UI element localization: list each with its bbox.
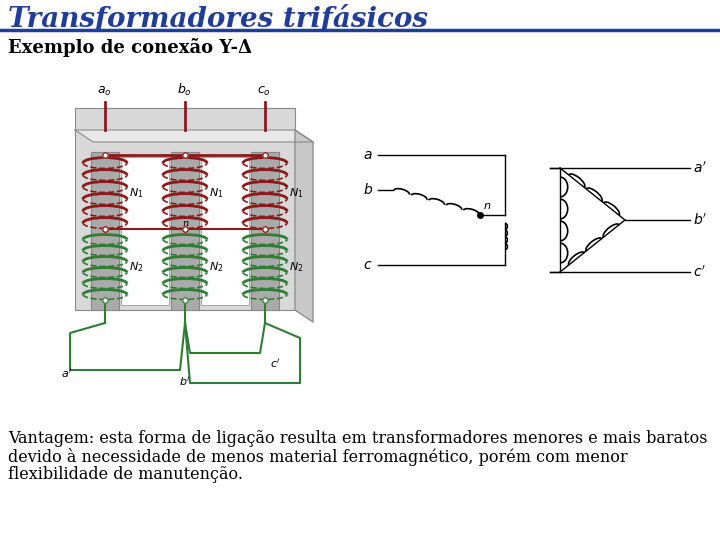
Text: $b_o$: $b_o$ <box>177 82 192 98</box>
Text: $N_2$: $N_2$ <box>129 260 143 274</box>
Text: $N_1$: $N_1$ <box>129 186 143 200</box>
Text: $n$: $n$ <box>483 201 491 211</box>
Text: $b'$: $b'$ <box>179 375 191 388</box>
Text: devido à necessidade de menos material ferromagnético, porém com menor: devido à necessidade de menos material f… <box>8 448 628 466</box>
Text: Transformadores trifásicos: Transformadores trifásicos <box>8 5 428 33</box>
Text: $N_1$: $N_1$ <box>209 186 223 200</box>
Text: $c'$: $c'$ <box>693 265 706 280</box>
Text: $N_2$: $N_2$ <box>289 260 303 274</box>
Text: n: n <box>182 219 188 228</box>
Text: $a$: $a$ <box>363 148 372 162</box>
Polygon shape <box>295 130 313 322</box>
Text: $c'$: $c'$ <box>270 357 280 370</box>
Text: $N_2$: $N_2$ <box>209 260 223 274</box>
FancyBboxPatch shape <box>171 152 199 310</box>
Text: $c_o$: $c_o$ <box>257 85 271 98</box>
Polygon shape <box>75 130 313 142</box>
Text: $a_o$: $a_o$ <box>97 85 112 98</box>
Text: $a'$: $a'$ <box>61 367 73 380</box>
Text: $N_1$: $N_1$ <box>289 186 304 200</box>
Text: Vantagem: esta forma de ligação resulta em transformadores menores e mais barato: Vantagem: esta forma de ligação resulta … <box>8 430 708 447</box>
FancyBboxPatch shape <box>121 157 169 305</box>
FancyBboxPatch shape <box>201 157 249 305</box>
Text: $c$: $c$ <box>363 258 372 272</box>
Text: $b$: $b$ <box>363 183 373 198</box>
FancyBboxPatch shape <box>91 152 119 310</box>
Text: $a'$: $a'$ <box>693 160 707 176</box>
Text: $b'$: $b'$ <box>693 212 708 227</box>
Text: Exemplo de conexão Y-Δ: Exemplo de conexão Y-Δ <box>8 38 252 57</box>
FancyBboxPatch shape <box>75 108 295 310</box>
Text: flexibilidade de manutenção.: flexibilidade de manutenção. <box>8 466 243 483</box>
FancyBboxPatch shape <box>251 152 279 310</box>
